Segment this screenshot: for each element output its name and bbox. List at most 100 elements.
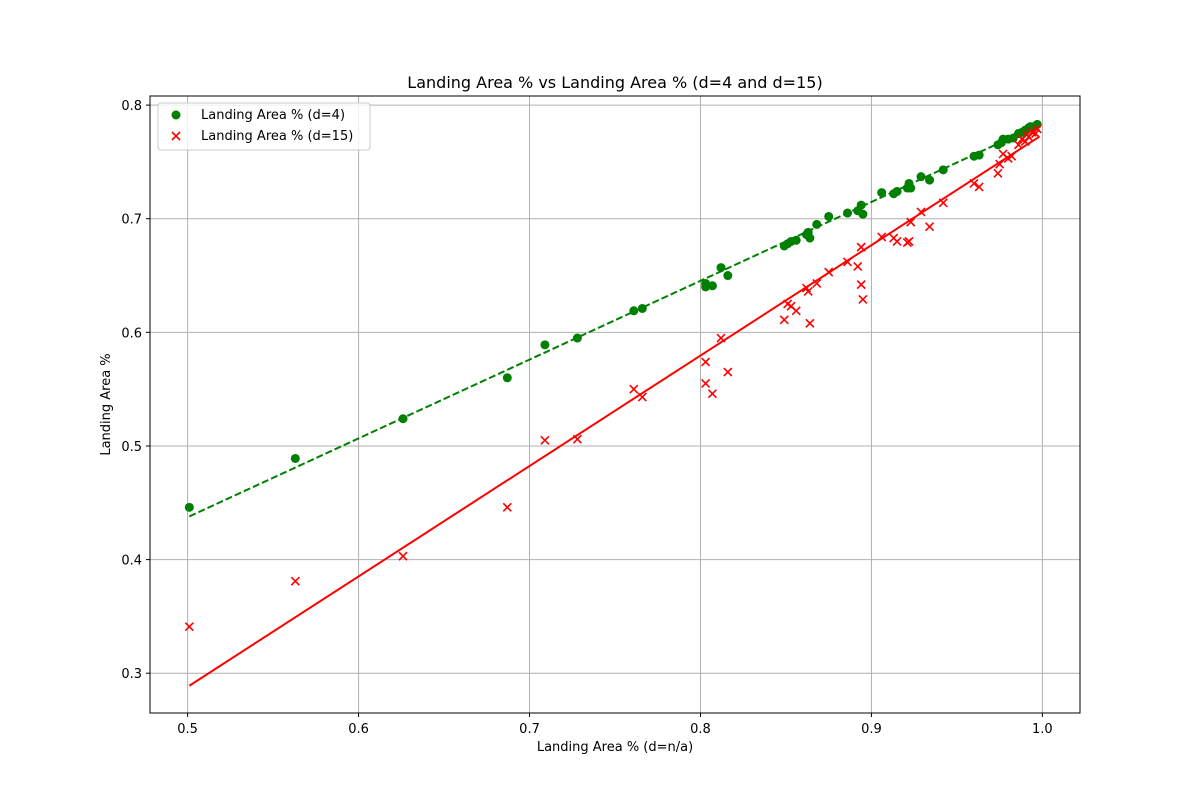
data-point-series-1-stroke [716, 333, 726, 343]
data-point-series-1-stroke [701, 378, 711, 389]
data-point-series-1 [824, 267, 834, 277]
data-point-series-1 [398, 551, 408, 561]
y-tick-label: 0.4 [121, 554, 142, 569]
data-point-series-1 [701, 357, 711, 367]
data-point-series-0 [1032, 119, 1042, 129]
data-point-series-1-stroke [701, 357, 711, 367]
data-point-series-1-stroke [707, 389, 718, 399]
data-point-series-1 [502, 502, 512, 512]
y-tick-label: 0.6 [121, 326, 142, 341]
data-point-series-1-stroke [805, 318, 815, 328]
y-tick-label: 0.8 [121, 99, 142, 114]
data-point-series-1 [572, 434, 582, 444]
data-point-series-1 [938, 198, 948, 208]
data-point-series-1 [995, 159, 1005, 169]
data-point-series-1 [842, 257, 853, 267]
data-point-series-0 [572, 333, 582, 343]
data-point-series-1 [916, 207, 926, 217]
data-point-series-1-stroke [1007, 151, 1017, 161]
data-point-series-1-stroke [924, 222, 935, 232]
legend: Landing Area % (d=4) Landing Area % (d=1… [157, 102, 371, 151]
legend-entry-d15: Landing Area % (d=15) [201, 129, 353, 144]
data-point-series-0 [701, 278, 711, 288]
data-point-series-1 [856, 280, 866, 290]
data-point-series-0 [290, 453, 300, 463]
data-point-series-1-stroke [856, 280, 866, 290]
data-point-series-0 [856, 200, 866, 210]
legend-box [157, 102, 371, 151]
data-point-series-1-stroke [290, 576, 300, 586]
data-point-series-1 [723, 367, 733, 377]
data-point-series-1 [805, 318, 815, 328]
data-points [184, 119, 1042, 632]
x-tick-label: 0.8 [690, 722, 711, 737]
data-point-series-0 [938, 165, 948, 175]
data-point-series-0 [184, 502, 194, 512]
data-point-series-0 [858, 209, 868, 219]
data-point-series-0 [707, 281, 717, 291]
data-point-series-0 [892, 186, 902, 196]
data-point-series-1 [701, 378, 711, 389]
x-tick-label: 0.9 [861, 722, 882, 737]
data-point-series-1 [877, 232, 887, 242]
trend-line-series-0 [188, 124, 1038, 518]
data-point-series-1 [707, 389, 718, 399]
y-tick-label: 0.7 [121, 213, 142, 228]
data-point-series-1 [1032, 124, 1042, 134]
trend-line-series-1 [188, 136, 1040, 687]
legend-marker-circle [171, 110, 181, 120]
data-point-series-1 [779, 315, 789, 325]
x-tick-label: 1.0 [1032, 722, 1053, 737]
x-tick-label: 0.6 [348, 722, 369, 737]
data-point-series-1-stroke [877, 232, 887, 242]
data-point-series-0 [843, 208, 852, 218]
data-point-series-0 [974, 150, 984, 160]
data-point-series-1 [892, 236, 902, 247]
data-point-series-1-stroke [938, 198, 948, 208]
data-point-series-0 [791, 235, 801, 245]
data-point-series-1-stroke [995, 159, 1005, 169]
data-point-series-1 [629, 384, 639, 394]
data-point-series-0 [824, 211, 834, 221]
data-point-series-0 [398, 414, 408, 424]
legend-circle-symbol [171, 110, 181, 120]
x-axis-label: Landing Area % (d=n/a) [537, 740, 693, 755]
data-point-series-1-stroke [856, 242, 866, 252]
data-point-series-0 [805, 233, 815, 243]
data-point-series-1-stroke [803, 286, 813, 297]
data-point-series-1 [904, 236, 914, 247]
data-point-series-1 [184, 622, 194, 632]
data-point-series-0 [812, 219, 822, 229]
data-point-series-1 [969, 178, 979, 189]
data-point-series-1 [853, 261, 863, 272]
data-point-series-1-stroke [637, 392, 647, 402]
data-point-series-1-stroke [801, 283, 812, 293]
data-point-series-1-stroke [812, 278, 822, 289]
series-1-points [184, 124, 1042, 632]
data-point-series-1-stroke [853, 261, 863, 272]
data-point-series-0 [877, 188, 887, 198]
y-axis-label: Landing Area % [99, 353, 114, 455]
data-point-series-1 [290, 576, 300, 586]
data-point-series-1-stroke [892, 236, 902, 247]
y-tick-label: 0.5 [121, 440, 142, 455]
data-point-series-1 [858, 294, 868, 304]
data-point-series-1 [856, 242, 866, 252]
data-point-series-1-stroke [842, 257, 853, 267]
data-point-series-0 [716, 263, 726, 273]
x-tick-label: 0.7 [519, 722, 540, 737]
data-point-series-0 [540, 340, 550, 350]
data-point-series-0 [723, 271, 733, 281]
data-point-series-1-stroke [916, 207, 926, 217]
data-point-series-1-stroke [993, 168, 1003, 178]
data-point-series-1 [791, 306, 801, 316]
data-point-series-1-stroke [786, 301, 796, 311]
data-point-series-1-stroke [906, 217, 916, 227]
data-point-series-1-stroke [824, 267, 834, 277]
data-point-series-1-stroke [540, 435, 550, 445]
data-point-series-1-stroke [974, 182, 984, 192]
y-tick-label: 0.3 [121, 667, 142, 682]
data-point-series-1-stroke [1032, 124, 1042, 134]
data-point-series-1 [1007, 151, 1017, 161]
